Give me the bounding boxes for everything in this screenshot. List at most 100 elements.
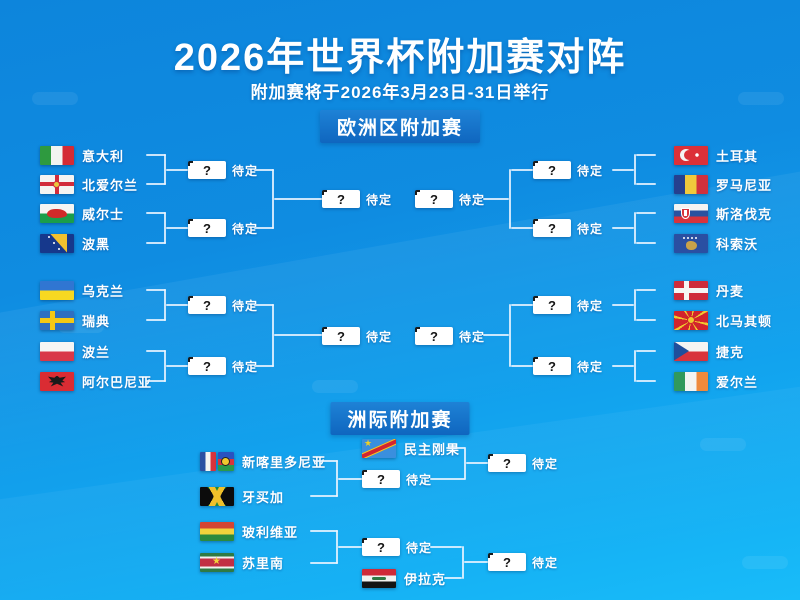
tbd-label: 待定 <box>532 555 559 570</box>
team-row-ukraine: 乌克兰 <box>40 280 124 300</box>
flag-jamaica-icon <box>200 486 234 506</box>
question-mark: ? <box>548 220 556 236</box>
bracket-connector-line <box>166 304 188 306</box>
flag-romania-icon <box>674 174 708 194</box>
flag-bosnia-icon <box>40 233 74 253</box>
bracket-connector-line <box>336 460 338 497</box>
bracket-connector-line <box>254 304 274 306</box>
flag-wales-icon <box>40 203 74 223</box>
tbd-question-icon: ? <box>488 553 526 571</box>
tbd-label: 待定 <box>406 472 433 487</box>
tbd-match-slot: ? 待定 <box>362 470 432 488</box>
bracket-connector-line <box>636 242 656 244</box>
question-mark: ? <box>377 539 385 555</box>
tbd-label: 待定 <box>232 163 259 178</box>
question-mark: ? <box>377 471 385 487</box>
flag-suriname-icon <box>200 552 234 572</box>
flag-bolivia-icon <box>200 521 234 541</box>
tbd-match-slot: ? 待定 <box>322 327 392 345</box>
bracket-connector-line <box>511 227 533 229</box>
flag-slovakia-icon <box>674 203 708 223</box>
page-title: 2026年世界杯附加赛对阵 <box>173 37 627 79</box>
team-row-romania: 罗马尼亚 <box>674 174 772 194</box>
bracket-connector-line <box>166 169 188 171</box>
question-mark: ? <box>430 191 438 207</box>
bracket-connector-line <box>146 319 166 321</box>
team-row-turkey: 土耳其 <box>674 145 758 165</box>
team-name: 新喀里多尼亚 <box>242 454 327 470</box>
tbd-label: 待定 <box>459 192 486 207</box>
section-header-europe: 欧洲区附加赛 <box>319 110 481 143</box>
bracket-connector-line <box>511 304 533 306</box>
bracket-connector-line <box>636 319 656 321</box>
team-row-suriname: 苏里南 <box>200 552 284 572</box>
team-row-kosovo: 科索沃 <box>674 233 758 253</box>
tbd-label: 待定 <box>232 359 259 374</box>
flag-north-macedonia-icon <box>674 310 708 330</box>
team-name: 苏里南 <box>242 555 285 571</box>
tbd-match-slot: ? 待定 <box>188 161 258 179</box>
bracket-connector-line <box>310 530 338 532</box>
team-name: 瑞典 <box>82 313 111 329</box>
team-row-new-caledonia: 新喀里多尼亚 <box>200 451 326 471</box>
bracket-connector-line <box>164 289 166 321</box>
watermark <box>700 438 746 451</box>
bracket-connector-line <box>636 154 656 156</box>
question-mark: ? <box>337 191 345 207</box>
bracket-connector-line <box>146 242 166 244</box>
bracket-connector-line <box>612 227 634 229</box>
watermark <box>738 92 784 105</box>
team-name: 罗马尼亚 <box>716 177 773 193</box>
flag-ukraine-icon <box>40 280 74 300</box>
bracket-connector-line <box>272 304 274 367</box>
tbd-label: 待定 <box>577 163 604 178</box>
bracket-connector-line <box>444 577 462 579</box>
bracket-connector-line <box>634 289 636 321</box>
flag-czechia-icon <box>674 341 708 361</box>
question-mark: ? <box>503 554 511 570</box>
watermark <box>32 92 78 105</box>
bracket-connector-line <box>146 183 166 185</box>
tbd-match-slot: ? 待定 <box>533 161 603 179</box>
team-name: 科索沃 <box>716 236 759 252</box>
bracket-connector-line <box>146 154 166 156</box>
bracket-connector-line <box>462 546 464 579</box>
bracket-connector-line <box>314 460 338 462</box>
flag-france-icon <box>200 451 216 471</box>
team-row-czechia: 捷克 <box>674 341 744 361</box>
bracket-connector-line <box>636 350 656 352</box>
flag-kosovo-icon <box>674 233 708 253</box>
bracket-connector-line <box>636 212 656 214</box>
tbd-label: 待定 <box>366 329 393 344</box>
bracket-connector-line <box>166 365 188 367</box>
team-name: 牙买加 <box>242 489 285 505</box>
tbd-match-slot: ? 待定 <box>488 454 558 472</box>
flag-turkey-icon <box>674 145 708 165</box>
tbd-label: 待定 <box>366 192 393 207</box>
tbd-match-slot: ? 待定 <box>488 553 558 571</box>
bracket-connector-line <box>164 154 166 185</box>
tbd-question-icon: ? <box>362 538 400 556</box>
tbd-question-icon: ? <box>533 161 571 179</box>
bracket-connector-line <box>612 169 634 171</box>
flag-new-caledonia-icon <box>218 451 234 471</box>
team-name: 北马其顿 <box>716 313 773 329</box>
bracket-connector-line <box>464 561 488 563</box>
flag-denmark-icon <box>674 280 708 300</box>
team-name: 丹麦 <box>716 283 745 299</box>
tbd-match-slot: ? 待定 <box>188 296 258 314</box>
flag-italy-icon <box>40 145 74 165</box>
team-name: 北爱尔兰 <box>82 177 139 193</box>
tbd-match-slot: ? 待定 <box>533 357 603 375</box>
bracket-connector-line <box>634 154 636 185</box>
flag-sweden-icon <box>40 310 74 330</box>
question-mark: ? <box>503 455 511 471</box>
bracket-connector-line <box>634 350 636 382</box>
tbd-match-slot: ? 待定 <box>415 327 485 345</box>
tbd-match-slot: ? 待定 <box>188 219 258 237</box>
bracket-connector-line <box>483 198 509 200</box>
bracket-connector-line <box>274 198 322 200</box>
team-name: 阿尔巴尼亚 <box>82 374 153 390</box>
tbd-question-icon: ? <box>322 327 360 345</box>
